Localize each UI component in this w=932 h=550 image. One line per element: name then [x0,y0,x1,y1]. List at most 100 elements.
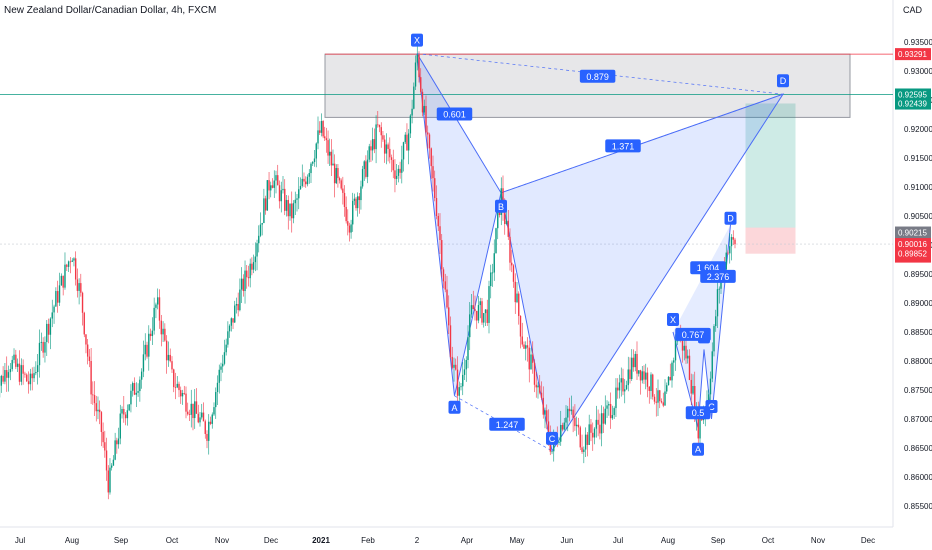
candle-body [653,396,656,402]
candle-body [425,105,427,133]
candle-body [29,373,32,385]
candle-body [648,386,650,391]
candle-body [378,124,381,128]
candle-body [100,412,103,432]
candle-body [493,253,495,273]
candle-body [488,286,490,323]
candle-body [88,356,91,362]
candle-body [81,292,84,313]
pattern-triangle-xab [416,53,502,396]
candle-body [310,163,312,174]
candle-body [328,151,331,156]
time-tick-label: Nov [215,536,229,545]
candle-body [140,371,143,380]
candle-body [42,341,44,353]
candle-body [579,427,581,448]
ratio-label-text: 1.371 [612,141,635,151]
candle-body [275,175,277,181]
candle-body [542,397,544,415]
candle-body [264,198,267,211]
candle-body [502,188,504,210]
pattern2-point-x [667,313,679,326]
time-tick-label: 2 [415,536,420,545]
candle-body [627,369,629,386]
price-label [895,88,931,101]
candle-body [148,333,150,357]
candle-body [348,225,351,233]
candle-body [254,256,257,263]
candle-body [484,309,487,314]
candle-body [373,139,376,150]
price-label-text: 0.93291 [898,50,927,59]
chart-title: New Zealand Dollar/Canadian Dollar, 4h, … [4,5,217,16]
candle-body [666,385,668,392]
candle-body [514,281,516,303]
candle-body [244,270,246,292]
candle-body [434,178,436,199]
ratio-label-text: 1.604 [697,263,720,273]
candle-body [402,142,405,160]
pattern2-point-d-text: D [727,214,734,224]
candle-body [31,373,33,379]
candle-body [9,369,12,373]
pattern2-point-d [724,211,737,225]
pattern-point-d [777,74,789,88]
candle-body [220,366,222,370]
candle-body [66,264,68,267]
candle-body [215,392,217,408]
candle-body [371,139,374,151]
candle-body [185,393,187,412]
price-axis[interactable]: 0.935000.930000.925000.920000.915000.910… [895,38,932,511]
candle-body [164,328,166,341]
candle-body [278,185,281,202]
candle-body [495,228,497,254]
time-tick-label: Oct [166,536,179,545]
candle-body [142,354,145,372]
candle-body [363,161,365,170]
candle-body [0,375,2,386]
candle-body [532,354,534,363]
candle-body [105,450,108,471]
candle-body [709,378,712,395]
pattern-point-b-text: B [498,202,504,212]
candle-body [46,323,48,343]
candle-body [71,260,73,262]
candle-body [151,330,154,337]
time-tick-label: May [509,536,524,545]
candle-body [597,419,599,425]
ratio-label [605,139,641,153]
candle-body [83,312,85,335]
candle-body [60,275,63,286]
candle-body [97,409,99,412]
candle-body [90,361,92,395]
candle-body [699,417,701,439]
time-axis[interactable]: Jul Aug Sep Oct Nov Dec 2021 Feb 2 Apr May Jun Jul Au… [15,536,875,545]
candle-body [107,470,109,493]
candle-body [33,373,35,379]
candle-body [421,91,424,113]
candle-body [345,206,347,222]
candle-body [602,413,605,424]
candle-body [676,340,678,342]
candle-body [298,189,300,199]
candle-body [708,394,710,401]
candle-body [583,449,585,453]
candle-body [365,161,367,177]
candle-body [223,352,226,364]
candle-body [155,304,157,308]
candle-body [206,433,208,441]
candle-body [476,310,478,321]
candle-body [613,408,615,416]
candle-body [173,369,175,388]
candle-body [547,421,550,439]
candle-body [261,223,263,225]
candle-body [504,209,506,225]
candle-body [342,188,344,193]
candle-body [404,134,406,143]
candle-body [266,180,269,211]
candle-body [62,275,64,288]
candle-body [183,393,185,394]
pattern-triangle-bcd [500,93,785,453]
candle-body [483,313,485,323]
